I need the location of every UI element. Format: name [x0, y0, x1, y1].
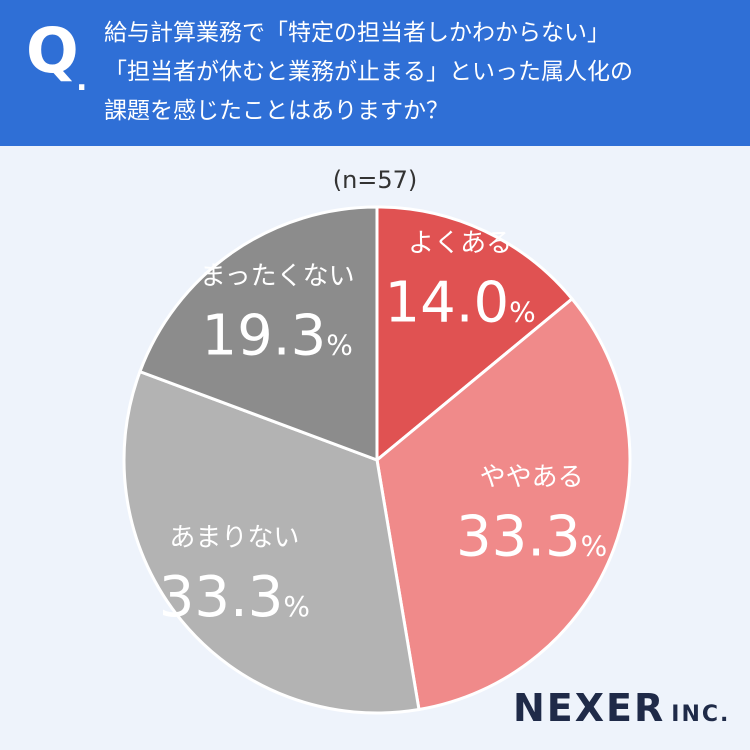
sample-size: (n=57)	[332, 166, 418, 194]
question-mark: Q	[26, 14, 79, 87]
slice-value-somewhat: 33.3%	[456, 505, 607, 570]
slice-label-somewhat: ややある	[480, 463, 584, 493]
pie-slice-never	[138, 205, 379, 463]
slice-value-often: 14.0%	[384, 271, 535, 336]
slice-label-rarely: あまりない	[169, 523, 299, 553]
logo-sub-text: INC.	[671, 702, 731, 727]
slice-label-never: まったくない	[200, 261, 355, 291]
question-mark-dot: .	[76, 63, 88, 98]
question-text: 給与計算業務で「特定の担当者しかわからない」 「担当者が休むと業務が止まる」とい…	[104, 14, 734, 131]
slice-value-rarely: 33.3%	[159, 565, 310, 630]
slice-value-never: 19.3%	[202, 303, 353, 368]
nexer-logo: NEXER INC.	[513, 686, 730, 730]
pie-slice-often	[375, 205, 575, 464]
logo-main-text: NEXER	[513, 686, 666, 730]
pie-slice-rarely	[122, 369, 421, 715]
question-line-3: 課題を感じたことはありますか？	[104, 98, 449, 124]
question-line-2: 「担当者が休むと業務が止まる」といった属人化の	[104, 59, 633, 85]
pie-slice-somewhat	[375, 296, 632, 712]
question-line-1: 給与計算業務で「特定の担当者しかわからない」	[104, 20, 610, 46]
slice-label-often: よくある	[408, 229, 512, 259]
question-header: Q . 給与計算業務で「特定の担当者しかわからない」 「担当者が休むと業務が止ま…	[0, 0, 750, 146]
